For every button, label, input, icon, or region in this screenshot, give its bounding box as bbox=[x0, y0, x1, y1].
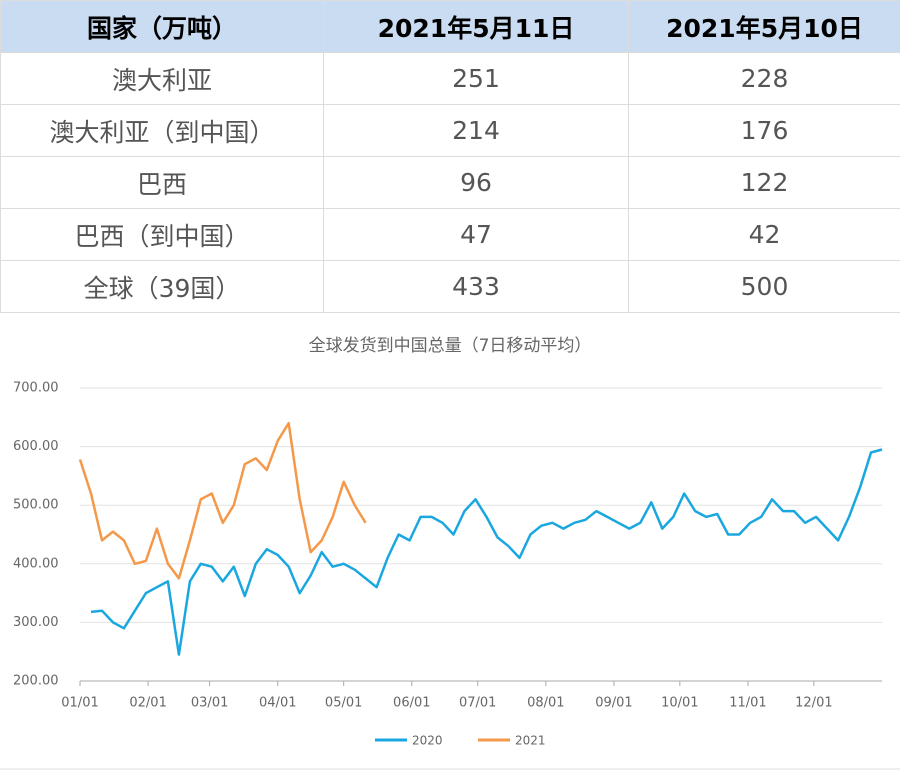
x-tick-label: 02/01 bbox=[129, 696, 166, 711]
table-cell: 251 bbox=[323, 52, 629, 105]
table-cell: 122 bbox=[628, 156, 900, 209]
header-cell: 2021年5月11日 bbox=[323, 0, 629, 53]
chart-title: 全球发货到中国总量（7日移动平均） bbox=[309, 336, 592, 356]
x-tick-label: 09/01 bbox=[595, 696, 632, 711]
table-row: 全球（39国） 433 500 bbox=[0, 260, 900, 313]
table-cell: 澳大利亚 bbox=[0, 52, 324, 105]
table-cell: 214 bbox=[323, 104, 629, 157]
header-row: 国家（万吨） 2021年5月11日 2021年5月10日 bbox=[0, 0, 900, 53]
y-tick-label: 300.00 bbox=[13, 615, 59, 630]
table-cell: 巴西 bbox=[0, 156, 324, 209]
table-row: 澳大利亚（到中国） 214 176 bbox=[0, 104, 900, 157]
table-body: 澳大利亚 251 228 澳大利亚（到中国） 214 176 巴西 96 122 巴西（到中国） 4… bbox=[0, 52, 900, 313]
table-cell: 500 bbox=[628, 260, 900, 313]
x-tick-label: 10/01 bbox=[661, 696, 698, 711]
table-cell: 澳大利亚（到中国） bbox=[0, 104, 324, 157]
header-cell: 2021年5月10日 bbox=[628, 0, 900, 53]
y-tick-label: 700.00 bbox=[13, 381, 59, 396]
table-row: 澳大利亚 251 228 bbox=[0, 52, 900, 105]
legend-label: 2020 bbox=[412, 734, 443, 748]
y-tick-label: 500.00 bbox=[13, 498, 59, 513]
table-cell: 全球（39国） bbox=[0, 260, 324, 313]
table-cell: 228 bbox=[628, 52, 900, 105]
x-tick-label: 04/01 bbox=[259, 696, 296, 711]
x-tick-label: 01/01 bbox=[61, 696, 98, 711]
x-tick-label: 06/01 bbox=[393, 696, 430, 711]
chart: 全球发货到中国总量（7日移动平均） 200.00 300.00 400.00 500.… bbox=[0, 336, 900, 770]
x-tick-label: 07/01 bbox=[459, 696, 496, 711]
x-tick-label: 12/01 bbox=[795, 696, 832, 711]
table-row: 巴西 96 122 bbox=[0, 156, 900, 209]
y-tick-label: 400.00 bbox=[13, 556, 59, 571]
x-tick-label: 08/01 bbox=[527, 696, 564, 711]
series-line bbox=[78, 421, 367, 580]
y-tick-label: 200.00 bbox=[13, 674, 59, 689]
table-cell: 巴西（到中国） bbox=[0, 208, 324, 261]
table-cell: 47 bbox=[323, 208, 629, 261]
table-cell: 42 bbox=[628, 208, 900, 261]
data-table: 国家（万吨） 2021年5月11日 2021年5月10日 澳大利亚 251 228 澳大利… bbox=[0, 0, 900, 313]
table-cell: 176 bbox=[628, 104, 900, 157]
header-cell: 国家（万吨） bbox=[0, 0, 324, 53]
table-row: 巴西（到中国） 47 42 bbox=[0, 208, 900, 261]
series-line bbox=[90, 448, 883, 656]
x-tick-label: 11/01 bbox=[729, 696, 766, 711]
x-tick-label: 03/01 bbox=[191, 696, 228, 711]
y-tick-label: 600.00 bbox=[13, 439, 59, 454]
table-cell: 96 bbox=[323, 156, 629, 209]
table-cell: 433 bbox=[323, 260, 629, 313]
legend-label: 2021 bbox=[515, 734, 546, 748]
x-tick-label: 05/01 bbox=[325, 696, 362, 711]
